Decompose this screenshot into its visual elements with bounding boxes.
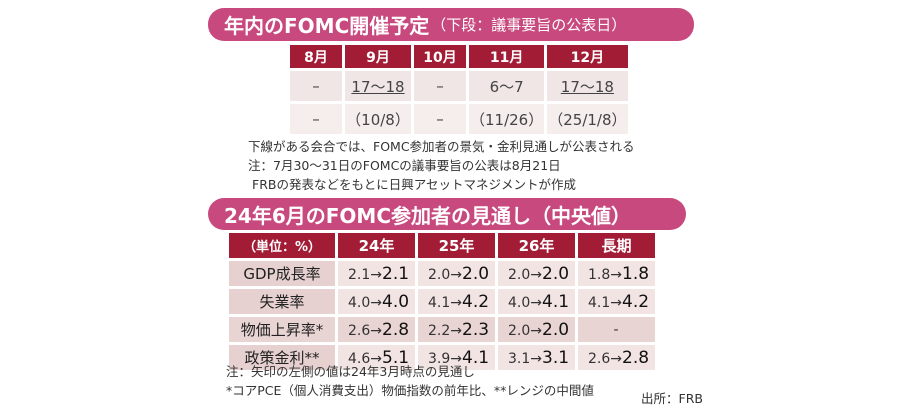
row-label: 政策金利** <box>229 345 335 370</box>
projection-cell: 1.8→1.8 <box>578 261 655 286</box>
year-header: 長期 <box>578 233 655 258</box>
schedule-cell: – <box>414 104 466 134</box>
projection-cell: 4.6→5.1 <box>338 345 415 370</box>
month-header: 11月 <box>469 45 545 68</box>
year-header: 24年 <box>338 233 415 258</box>
schedule-notes: 下線がある会合では、FOMC参加者の景気・金利見通しが公表される 注：7月30〜… <box>248 137 635 194</box>
projection-cell: 2.0→2.0 <box>498 317 575 342</box>
year-header: 25年 <box>418 233 495 258</box>
projection-cell: 2.1→2.1 <box>338 261 415 286</box>
fomc-schedule-table: 8月 9月 10月 11月 12月 – 17〜18 – 6〜7 17〜18 – … <box>287 42 631 137</box>
note-line: 注：矢印の左側の値は24年3月時点の見通し <box>226 364 475 379</box>
projection-cell: 2.2→2.3 <box>418 317 495 342</box>
schedule-title-banner: 年内のFOMC開催予定 （下段：議事要旨の公表日） <box>208 8 694 41</box>
row-label: 物価上昇率* <box>229 317 335 342</box>
policy-rate-row: 政策金利** 4.6→5.1 3.9→4.1 3.1→3.1 2.6→2.8 <box>229 345 655 370</box>
schedule-cell: – <box>414 71 466 101</box>
fomc-projection-table: （単位：%） 24年 25年 26年 長期 GDP成長率 2.1→2.1 2.0… <box>226 230 658 373</box>
source-credit: 出所：FRB <box>641 391 703 406</box>
gdp-growth-row: GDP成長率 2.1→2.1 2.0→2.0 2.0→2.0 1.8→1.8 <box>229 261 655 286</box>
projection-cell: 4.1→4.2 <box>578 289 655 314</box>
projection-cell: 2.6→2.8 <box>578 345 655 370</box>
note-line: FRBの発表などをもとに日興アセットマネジメントが作成 <box>252 177 576 192</box>
projection-cell: 3.1→3.1 <box>498 345 575 370</box>
schedule-cell: – <box>290 71 342 101</box>
schedule-cell: 17〜18 <box>345 71 411 101</box>
meeting-dates-row: – 17〜18 – 6〜7 17〜18 <box>290 71 628 101</box>
month-header: 10月 <box>414 45 466 68</box>
note-line: 下線がある会合では、FOMC参加者の景気・金利見通しが公表される <box>248 139 635 154</box>
projection-cell: 4.0→4.1 <box>498 289 575 314</box>
month-header: 12月 <box>547 45 628 68</box>
projection-cell: 4.0→4.0 <box>338 289 415 314</box>
projection-cell: 2.0→2.0 <box>418 261 495 286</box>
year-header: 26年 <box>498 233 575 258</box>
row-label: 失業率 <box>229 289 335 314</box>
schedule-cell: 6〜7 <box>469 71 545 101</box>
minutes-dates-row: – （10/8） – （11/26） （25/1/8） <box>290 104 628 134</box>
row-label: GDP成長率 <box>229 261 335 286</box>
projection-notes: 注：矢印の左側の値は24年3月時点の見通し *コアPCE（個人消費支出）物価指数… <box>226 362 594 400</box>
projection-cell: 4.1→4.2 <box>418 289 495 314</box>
month-header: 9月 <box>345 45 411 68</box>
projection-header-row: （単位：%） 24年 25年 26年 長期 <box>229 233 655 258</box>
schedule-cell: – <box>290 104 342 134</box>
projection-title-banner: 24年6月のFOMC参加者の見通し（中央値） <box>208 198 686 230</box>
projection-cell: 2.0→2.0 <box>498 261 575 286</box>
schedule-cell: （25/1/8） <box>547 104 628 134</box>
schedule-header-row: 8月 9月 10月 11月 12月 <box>290 45 628 68</box>
unit-header: （単位：%） <box>229 233 335 258</box>
unemployment-row: 失業率 4.0→4.0 4.1→4.2 4.0→4.1 4.1→4.2 <box>229 289 655 314</box>
schedule-cell: （10/8） <box>345 104 411 134</box>
note-line: *コアPCE（個人消費支出）物価指数の前年比、**レンジの中間値 <box>226 383 594 398</box>
schedule-cell: 17〜18 <box>547 71 628 101</box>
projection-title: 24年6月のFOMC参加者の見通し（中央値） <box>224 203 631 228</box>
schedule-title: 年内のFOMC開催予定 <box>224 14 430 38</box>
projection-cell: 2.6→2.8 <box>338 317 415 342</box>
month-header: 8月 <box>290 45 342 68</box>
schedule-subtitle: （下段：議事要旨の公表日） <box>431 16 627 34</box>
note-line: 注：7月30〜31日のFOMCの議事要旨の公表は8月21日 <box>248 158 561 173</box>
inflation-row: 物価上昇率* 2.6→2.8 2.2→2.3 2.0→2.0 - <box>229 317 655 342</box>
schedule-cell: （11/26） <box>469 104 545 134</box>
projection-cell-empty: - <box>578 317 655 342</box>
projection-cell: 3.9→4.1 <box>418 345 495 370</box>
